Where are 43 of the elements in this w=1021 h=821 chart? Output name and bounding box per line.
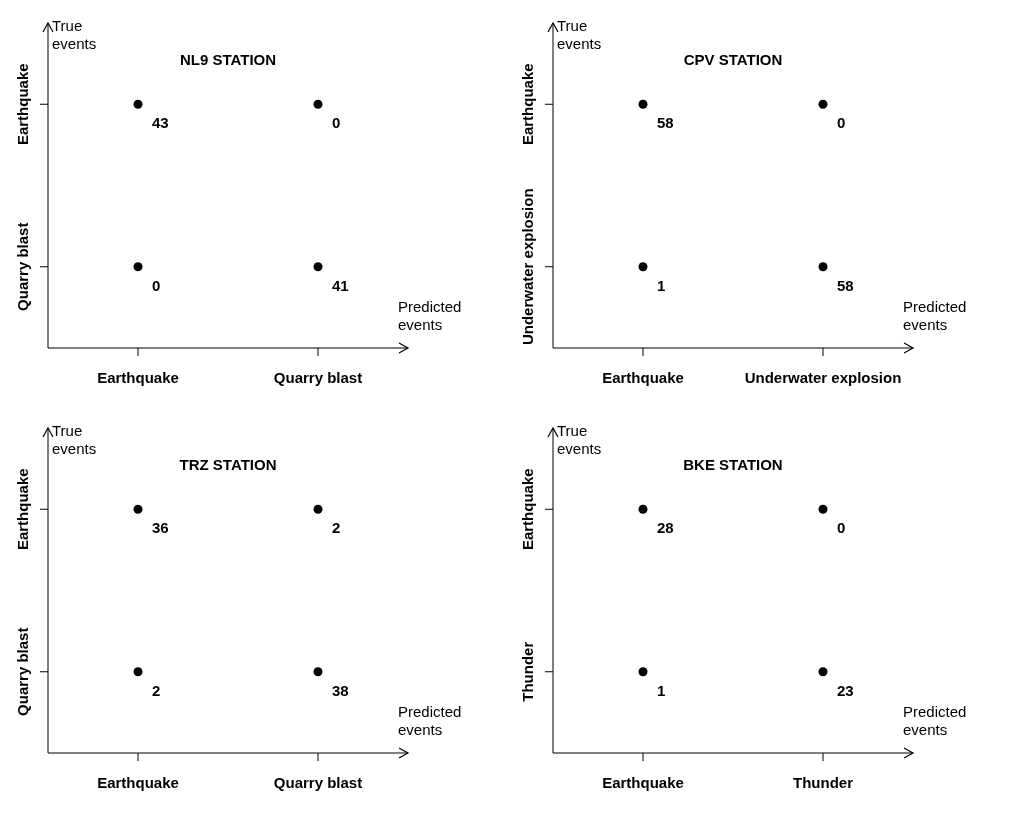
data-label: 0 (332, 114, 341, 132)
y-tick-label: Earthquake (518, 63, 536, 146)
data-label: 38 (332, 681, 349, 699)
x-tick-label: Underwater explosion (744, 368, 902, 386)
x-tick-label: Quarry blast (273, 368, 363, 386)
text: TRZ STATION (178, 456, 278, 473)
y-tick-label: Quarry blast (13, 627, 31, 716)
data-label: 0 (152, 276, 161, 294)
y-axis-title: True events (52, 17, 98, 53)
data-label: 1 (657, 276, 666, 294)
x-axis-title: Predicted events (398, 298, 463, 334)
data-label: 36 (152, 519, 169, 537)
x-tick-label: Earthquake (602, 773, 684, 791)
data-label: 28 (657, 519, 674, 537)
text: CPV STATION (682, 51, 784, 68)
x-tick-label: Earthquake (602, 368, 684, 386)
data-label: 1 (657, 681, 666, 699)
data-label: 43 (152, 114, 169, 132)
x-tick-label: Thunder (793, 773, 854, 791)
text: BKE STATION (682, 456, 784, 473)
data-label: 2 (332, 519, 341, 537)
y-tick-label: Earthquake (13, 468, 31, 551)
data-label: 0 (837, 519, 846, 537)
y-tick-label: Earthquake (518, 468, 536, 551)
x-tick-label: Earthquake (97, 773, 179, 791)
data-label: 58 (657, 114, 674, 132)
y-axis-title: True events (557, 422, 603, 458)
data-label: 58 (837, 276, 854, 294)
x-axis-title: Predicted events (903, 298, 968, 334)
data-label: 0 (837, 114, 846, 132)
data-label: 41 (332, 276, 349, 294)
data-label: 2 (152, 681, 161, 699)
x-axis-title: Predicted events (903, 703, 968, 739)
x-tick-label: Quarry blast (273, 773, 363, 791)
data-label: 23 (837, 681, 854, 699)
y-tick-label: Thunder (518, 641, 536, 702)
text: NL9 STATION (178, 51, 278, 68)
y-axis-title: True events (557, 17, 603, 53)
y-axis-title: True events (52, 422, 98, 458)
x-tick-label: Earthquake (97, 368, 179, 386)
x-axis-title: Predicted events (398, 703, 463, 739)
y-tick-label: Quarry blast (13, 222, 31, 311)
y-tick-label: Earthquake (13, 63, 31, 146)
